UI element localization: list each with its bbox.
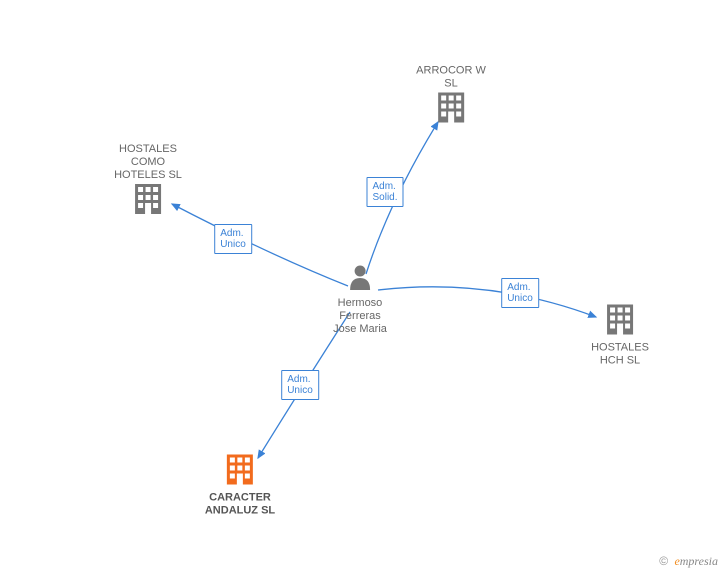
- brand-rest: mpresia: [680, 554, 718, 568]
- node-hostales_como[interactable]: HOSTALESCOMOHOTELES SL: [114, 141, 182, 219]
- node-label: CARACTERANDALUZ SL: [205, 492, 275, 518]
- node-label: HOSTALESHCH SL: [591, 342, 649, 368]
- building-icon: [225, 453, 255, 490]
- footer-attribution: © empresia: [659, 554, 718, 569]
- edge-label: Adm.Solid.: [366, 177, 403, 207]
- edge-label: Adm.Unico: [214, 224, 252, 254]
- building-icon: [436, 91, 466, 128]
- building-icon: [605, 303, 635, 340]
- node-person[interactable]: HermosoFerrerasJose Maria: [333, 264, 387, 336]
- edge-label: Adm.Unico: [501, 278, 539, 308]
- copyright-symbol: ©: [659, 554, 668, 568]
- node-label: HOSTALESCOMOHOTELES SL: [114, 143, 182, 182]
- node-label: HermosoFerrerasJose Maria: [333, 297, 387, 336]
- node-hostales_hch[interactable]: HOSTALESHCH SL: [591, 303, 649, 368]
- edge-path: [172, 204, 348, 286]
- node-caracter[interactable]: CARACTERANDALUZ SL: [205, 453, 275, 518]
- node-arrocor[interactable]: ARROCOR WSL: [416, 63, 486, 128]
- edge-label: Adm.Unico: [281, 370, 319, 400]
- building-icon: [133, 182, 163, 219]
- person-icon: [348, 264, 372, 295]
- diagram-canvas: HermosoFerrerasJose Maria HOSTALESCOMOHOT…: [0, 0, 728, 575]
- node-label: ARROCOR WSL: [416, 65, 486, 91]
- edge-path: [378, 287, 596, 317]
